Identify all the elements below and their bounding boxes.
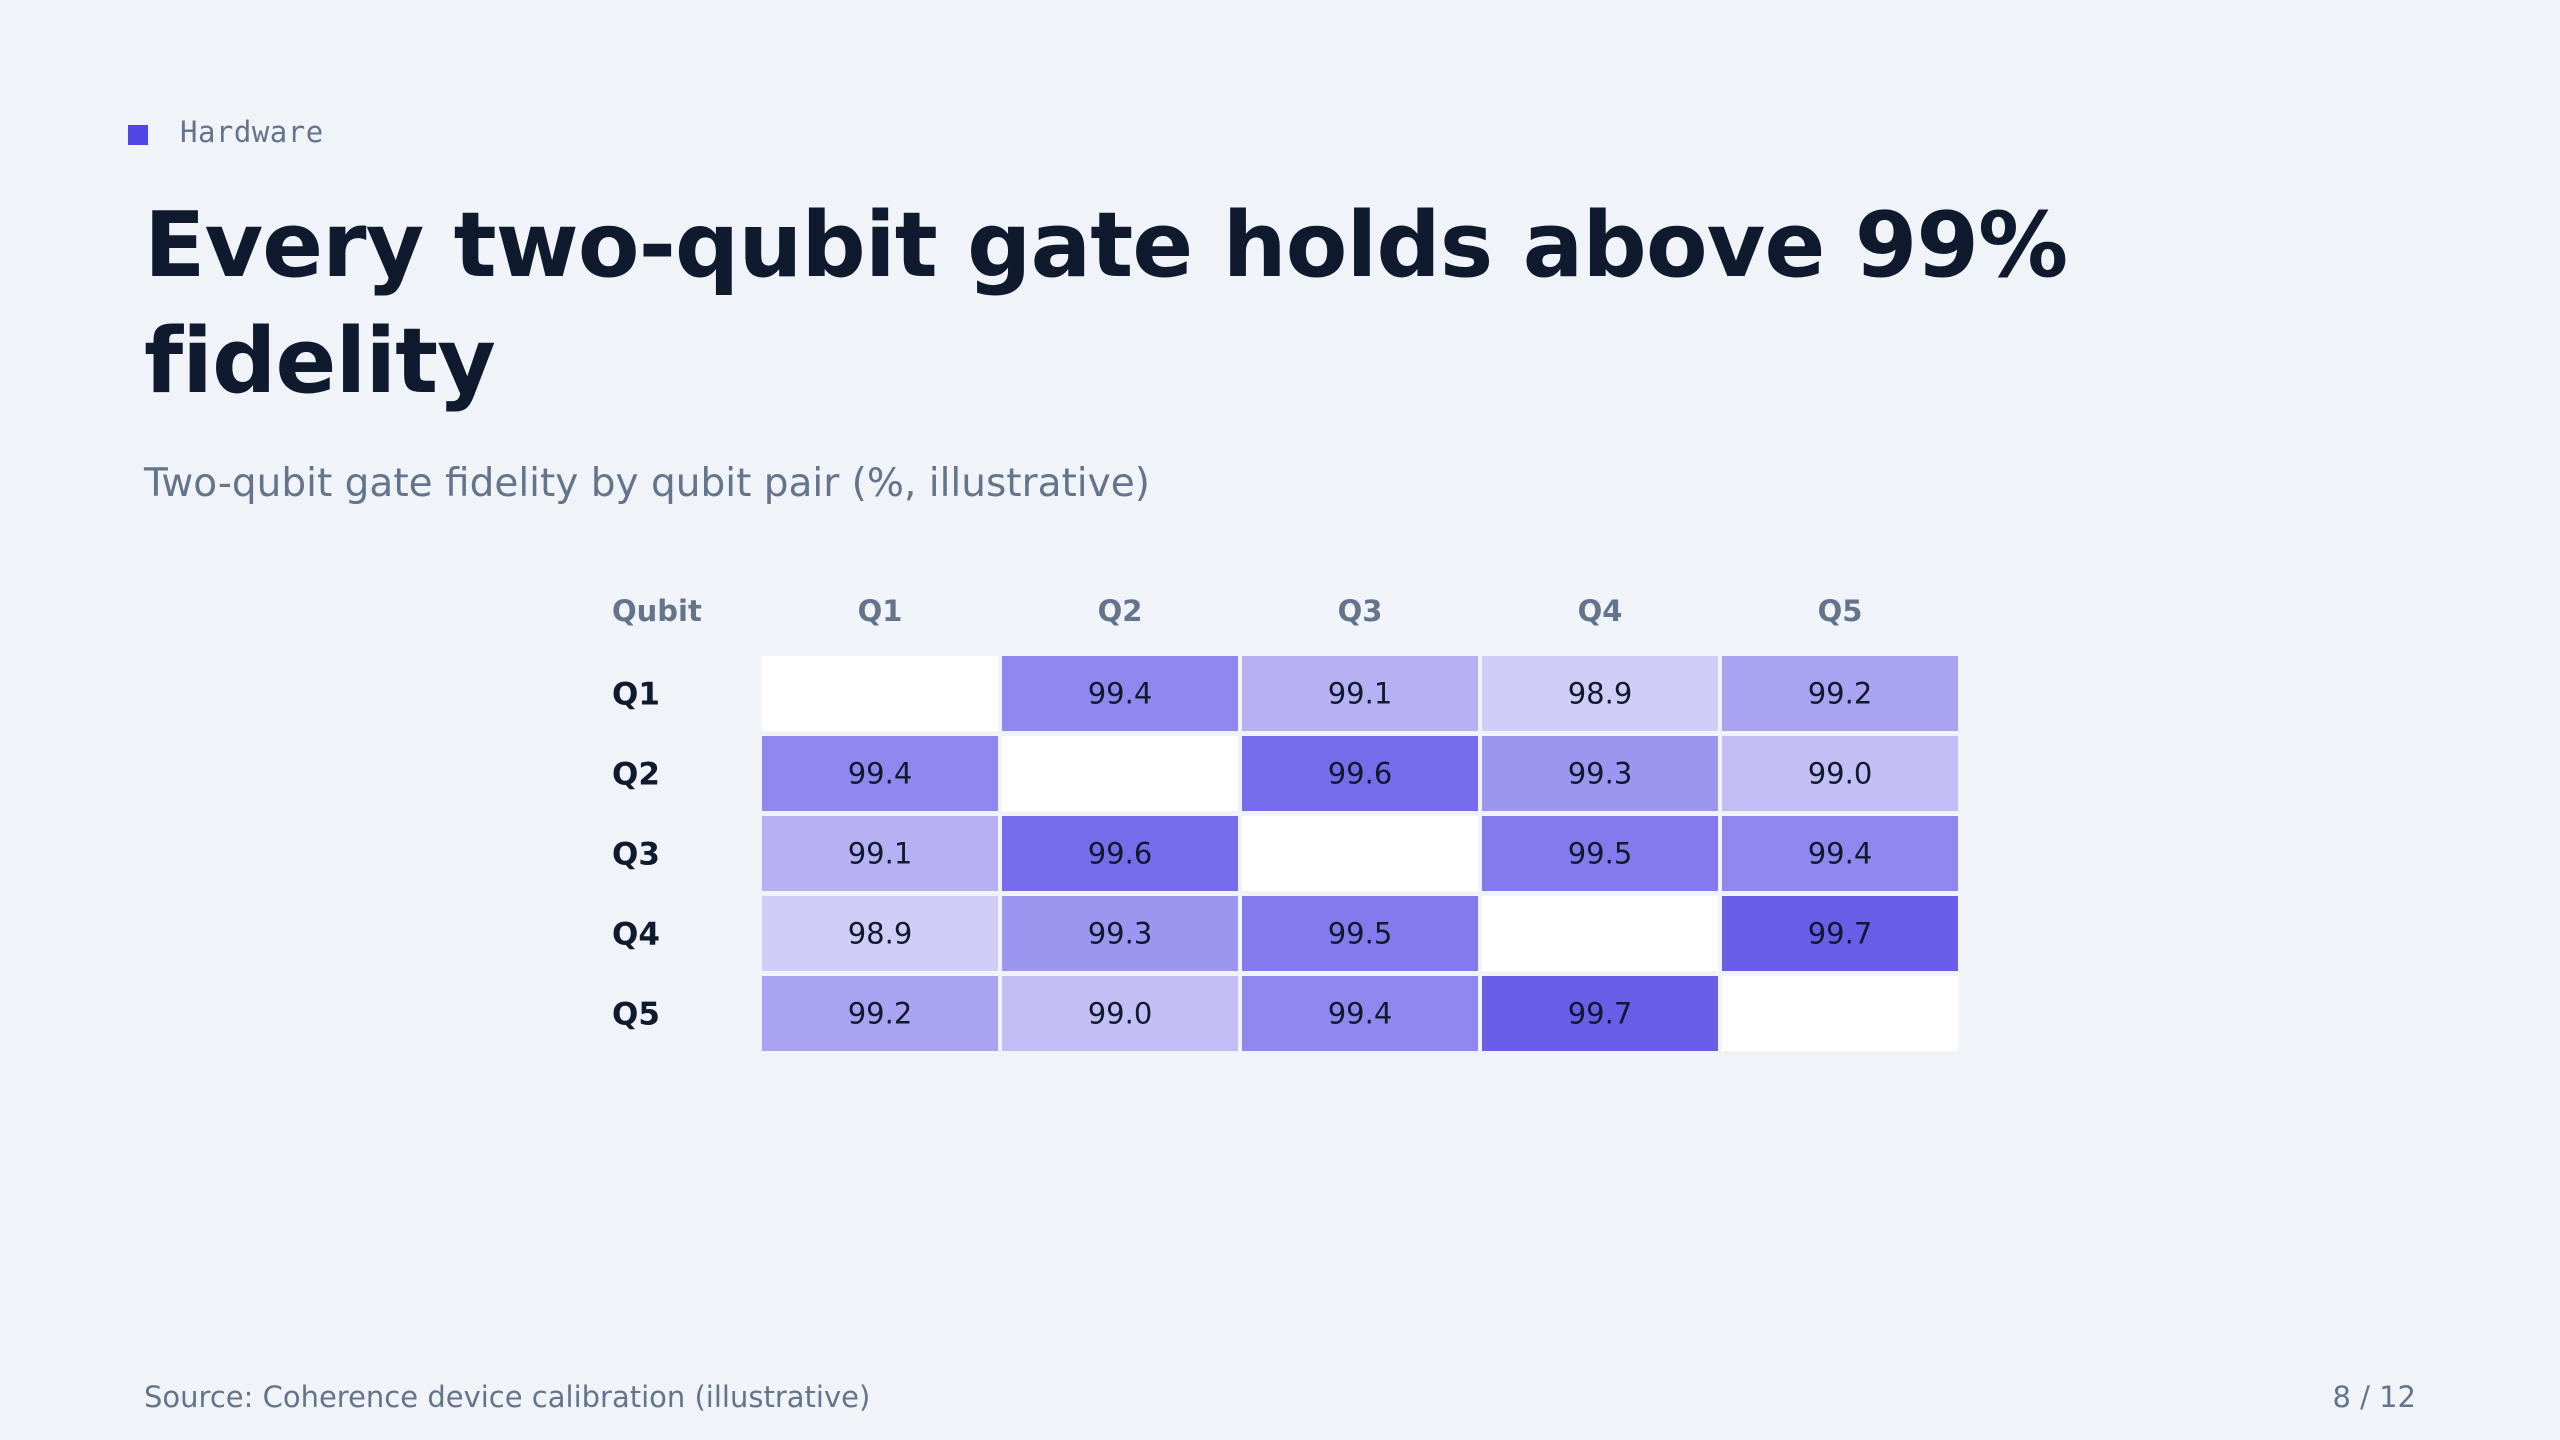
row-label-q1: Q1 — [612, 677, 660, 713]
row-label-q5: Q5 — [612, 997, 660, 1033]
column-header-q5: Q5 — [1818, 594, 1863, 628]
slide-title: Every two-qubit gate holds above 99% fid… — [144, 193, 2068, 414]
row-label-q3: Q3 — [612, 837, 660, 873]
heatmap-cell-q2-q5 — [1722, 736, 1958, 811]
cell-value-label: 99.1 — [848, 837, 913, 871]
cell-value-label: 99.4 — [848, 757, 913, 791]
heatmap-cell-q1-q4 — [1482, 656, 1718, 731]
heatmap-cell-q2-q3 — [1242, 736, 1478, 811]
cell-value-label: 99.2 — [1808, 677, 1873, 711]
heatmap-cell-q3-q4 — [1482, 816, 1718, 891]
heatmap-cell-q3-q2 — [1002, 816, 1238, 891]
heatmap-cell-q1-q3 — [1242, 656, 1478, 731]
heatmap-cell-q1-q1 — [762, 656, 998, 731]
column-header-q4: Q4 — [1578, 594, 1623, 628]
section-label: Hardware — [180, 115, 324, 149]
heatmap-cell-q1-q5 — [1722, 656, 1958, 731]
heatmap-cell-q4-q4 — [1482, 896, 1718, 971]
heatmap-cell-q5-q4 — [1482, 976, 1718, 1051]
heatmap-cell-q2-q2 — [1002, 736, 1238, 811]
section-tag: Hardware — [128, 114, 324, 150]
cell-value-label: 99.1 — [1328, 677, 1393, 711]
heatmap-cell-q5-q3 — [1242, 976, 1478, 1051]
column-header-q2: Q2 — [1098, 594, 1143, 628]
heatmap-cell-q4-q2 — [1002, 896, 1238, 971]
corner-label: Qubit — [612, 594, 702, 628]
heatmap-cell-q4-q5 — [1722, 896, 1958, 971]
cell-value-label: 99.4 — [1088, 677, 1153, 711]
row-label-q2: Q2 — [612, 757, 660, 793]
heatmap-cell-q3-q3 — [1242, 816, 1478, 891]
page-number: 8 / 12 — [2332, 1380, 2416, 1414]
heatmap-cell-q1-q2 — [1002, 656, 1238, 731]
cell-value-label: 99.5 — [1568, 837, 1633, 871]
cell-value-label: 99.5 — [1328, 917, 1393, 951]
cell-value-label: 99.6 — [1088, 837, 1153, 871]
heatmap-cell-q4-q1 — [762, 896, 998, 971]
cell-value-label: 99.7 — [1808, 917, 1873, 951]
column-header-q1: Q1 — [858, 594, 903, 628]
heatmap-cell-q5-q2 — [1002, 976, 1238, 1051]
cell-value-label: 99.0 — [1088, 997, 1153, 1031]
cell-value-label: 99.0 — [1808, 757, 1873, 791]
cell-value-label: 99.4 — [1328, 997, 1393, 1031]
column-header-q3: Q3 — [1338, 594, 1383, 628]
heatmap-cell-q5-q1 — [762, 976, 998, 1051]
cell-value-label: 99.3 — [1568, 757, 1633, 791]
cell-value-label: 99.6 — [1328, 757, 1393, 791]
row-label-q4: Q4 — [612, 917, 660, 953]
cell-value-label: 99.4 — [1808, 837, 1873, 871]
heatmap-cell-q4-q3 — [1242, 896, 1478, 971]
cell-value-label: 99.7 — [1568, 997, 1633, 1031]
footer-source: Source: Coherence device calibration (il… — [144, 1380, 871, 1414]
section-accent-square — [128, 125, 148, 145]
cell-value-label: 99.3 — [1088, 917, 1153, 951]
heatmap-cell-q2-q4 — [1482, 736, 1718, 811]
heatmap-cell-q3-q1 — [762, 816, 998, 891]
cell-value-label: 98.9 — [848, 917, 913, 951]
heatmap-cell-q2-q1 — [762, 736, 998, 811]
heatmap-cell-q5-q5 — [1722, 976, 1958, 1051]
cell-value-label: 99.2 — [848, 997, 913, 1031]
cell-value-label: 98.9 — [1568, 677, 1633, 711]
heatmap-cell-q3-q5 — [1722, 816, 1958, 891]
slide-subtitle: Two-qubit gate fidelity by qubit pair (%… — [144, 461, 1150, 506]
